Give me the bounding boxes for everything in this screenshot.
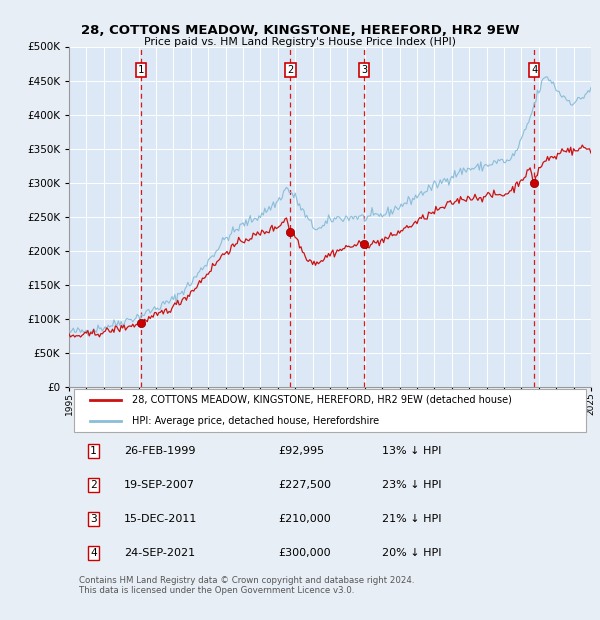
Text: 4: 4: [90, 548, 97, 558]
Text: Price paid vs. HM Land Registry's House Price Index (HPI): Price paid vs. HM Land Registry's House …: [144, 37, 456, 47]
Text: 23% ↓ HPI: 23% ↓ HPI: [382, 480, 442, 490]
FancyBboxPatch shape: [74, 389, 586, 432]
Text: 28, COTTONS MEADOW, KINGSTONE, HEREFORD, HR2 9EW (detached house): 28, COTTONS MEADOW, KINGSTONE, HEREFORD,…: [131, 395, 512, 405]
Text: £227,500: £227,500: [278, 480, 331, 490]
Text: £210,000: £210,000: [278, 514, 331, 524]
Text: 13% ↓ HPI: 13% ↓ HPI: [382, 446, 442, 456]
Text: 24-SEP-2021: 24-SEP-2021: [124, 548, 195, 558]
Text: 2: 2: [287, 65, 293, 75]
Text: 19-SEP-2007: 19-SEP-2007: [124, 480, 195, 490]
Text: 3: 3: [361, 65, 367, 75]
Text: £300,000: £300,000: [278, 548, 331, 558]
Text: 26-FEB-1999: 26-FEB-1999: [124, 446, 196, 456]
Text: 4: 4: [531, 65, 537, 75]
Text: 28, COTTONS MEADOW, KINGSTONE, HEREFORD, HR2 9EW: 28, COTTONS MEADOW, KINGSTONE, HEREFORD,…: [80, 24, 520, 37]
Text: Contains HM Land Registry data © Crown copyright and database right 2024.
This d: Contains HM Land Registry data © Crown c…: [79, 576, 415, 595]
Text: 21% ↓ HPI: 21% ↓ HPI: [382, 514, 442, 524]
Text: 2: 2: [90, 480, 97, 490]
Text: HPI: Average price, detached house, Herefordshire: HPI: Average price, detached house, Here…: [131, 416, 379, 426]
Text: 20% ↓ HPI: 20% ↓ HPI: [382, 548, 442, 558]
Text: £92,995: £92,995: [278, 446, 324, 456]
Text: 1: 1: [138, 65, 145, 75]
Text: 3: 3: [90, 514, 97, 524]
Text: 15-DEC-2011: 15-DEC-2011: [124, 514, 197, 524]
Text: 1: 1: [90, 446, 97, 456]
